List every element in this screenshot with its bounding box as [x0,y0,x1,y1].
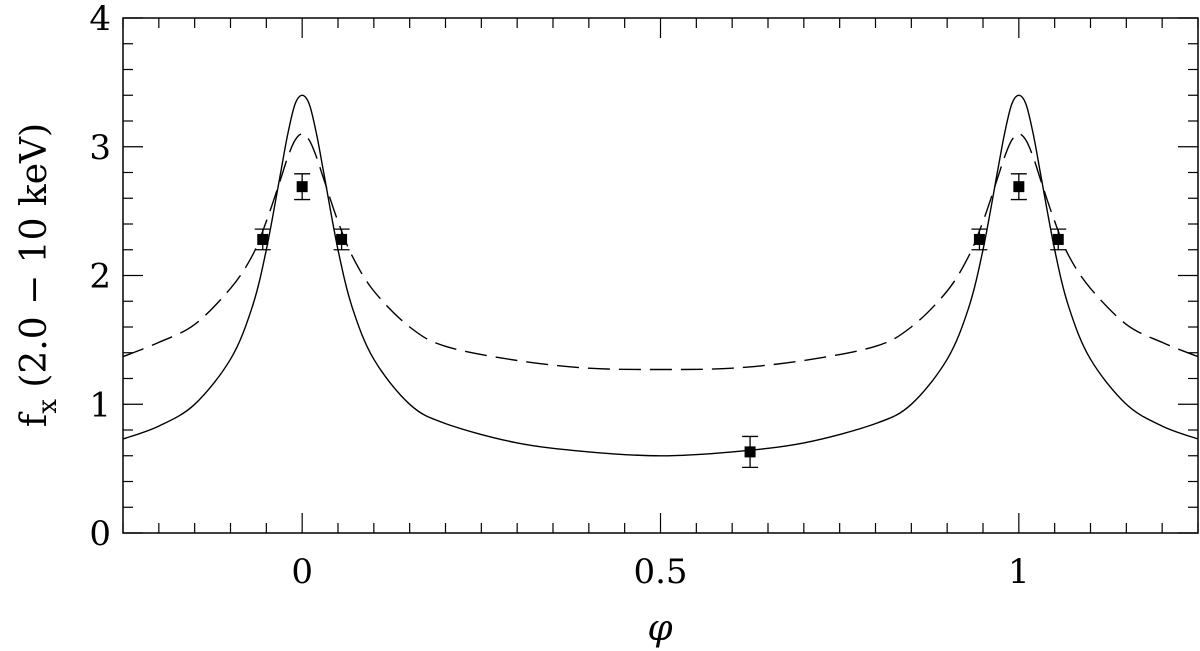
data-point [254,228,271,251]
y-axis-title-rest: (2.0 − 10 keV) [14,123,55,399]
data-point [333,228,350,251]
model-curves [122,94,1199,457]
data-point [1010,173,1027,201]
data-marker [336,233,348,245]
y-tick-label: 4 [89,0,111,39]
data-marker [973,233,985,245]
x-tick-label: 0.5 [633,552,687,592]
x-tick-label: 0 [291,552,313,592]
x-axis-title: φ [647,608,673,649]
y-axis-title-subscript: x [33,399,63,414]
data-marker [744,446,756,458]
data-marker [1013,181,1025,193]
data-marker [296,181,308,193]
data-marker [1052,233,1064,245]
y-tick-label: 0 [89,514,111,554]
axis-ticks [122,17,1199,534]
tick-labels: 0 0.5 1 0 1 2 3 4 [89,0,1029,592]
data-point [294,173,311,201]
y-axis-title: fx (2.0 − 10 keV) [14,123,63,427]
dashed-model-curve [122,133,1199,371]
data-points [254,173,1067,468]
data-point [742,435,759,468]
data-marker [257,233,269,245]
x-tick-label: 1 [1008,552,1030,592]
solid-model-curve [122,94,1199,457]
y-tick-label: 2 [89,257,111,297]
data-point [971,228,988,251]
data-point [1050,228,1067,251]
y-tick-label: 1 [89,385,111,425]
y-axis-title-main: f [14,411,55,427]
y-tick-label: 3 [89,128,111,168]
